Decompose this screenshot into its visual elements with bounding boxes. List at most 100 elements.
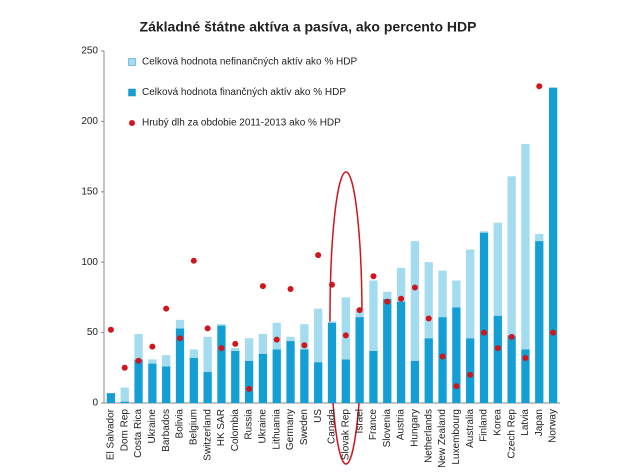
bar-segment: [217, 324, 226, 326]
x-tick-label: Barbados: [161, 409, 172, 452]
x-tick-label: Hungary: [410, 409, 421, 447]
debt-dot: [508, 333, 515, 340]
bar-segment: [452, 307, 461, 403]
x-tick-label: Latvia: [520, 409, 531, 436]
debt-dot: [204, 325, 211, 332]
legend-label: Celková hodnota finančných aktív ako % H…: [142, 87, 346, 98]
debt-dot: [384, 298, 391, 305]
bar-segment: [521, 349, 530, 403]
bar-segment: [548, 87, 558, 403]
x-tick-label: El Salvador: [106, 408, 117, 460]
bar-segment: [369, 350, 378, 403]
bar-segment: [162, 366, 171, 403]
bar-segment: [300, 324, 309, 350]
x-tick-label: Germany: [285, 409, 296, 450]
x-tick-label: Korea: [492, 409, 503, 436]
debt-dot: [439, 353, 446, 360]
x-tick-label: Dom Rep: [119, 409, 130, 452]
x-tick-label: Japan: [534, 409, 545, 436]
bar-segment: [438, 317, 447, 403]
bar-segment: [162, 355, 171, 367]
bar-segment: [286, 341, 295, 403]
x-tick-label: Colombia: [230, 409, 241, 452]
bar-segment: [120, 401, 129, 403]
x-tick-label: Bolivia: [175, 409, 186, 439]
x-tick-label: Switzerland: [202, 409, 213, 461]
x-tick-label: Ukraine: [147, 409, 158, 444]
bar-segment: [231, 350, 240, 403]
bar-segment: [189, 357, 198, 403]
debt-dot: [425, 315, 432, 322]
bar-segment: [396, 301, 406, 403]
bar-segment: [148, 359, 157, 364]
x-tick-label: Belgium: [188, 409, 199, 445]
bar-segment: [189, 349, 198, 358]
x-tick-label: Russia: [244, 409, 255, 440]
bar-segment: [314, 308, 323, 363]
debt-dot: [232, 340, 239, 347]
x-tick-label: Luxembourg: [451, 409, 462, 465]
debt-dot: [453, 383, 460, 390]
bar-segment: [217, 325, 226, 403]
debt-dot: [522, 354, 529, 361]
x-tick-label: Netherlands: [423, 409, 434, 463]
debt-dot: [315, 252, 322, 259]
legend-marker: [128, 88, 136, 97]
legend-marker: [129, 120, 135, 126]
bar-segment: [438, 270, 447, 318]
bar-segment: [493, 315, 502, 403]
bar-segment: [479, 232, 489, 403]
debt-dot: [135, 357, 142, 364]
bar-segment: [424, 262, 433, 339]
debt-dot: [411, 284, 418, 291]
legend-label: Hrubý dlh za obdobie 2011-2013 ako % HDP: [142, 118, 341, 129]
debt-dot: [190, 257, 197, 264]
bar-segment: [327, 321, 337, 323]
bar-segment: [286, 336, 295, 342]
bar-segment: [355, 317, 364, 403]
bar-segment: [507, 335, 516, 403]
debt-dot: [481, 329, 487, 336]
debt-dot: [398, 295, 405, 302]
x-tick-label: Canada: [327, 409, 338, 444]
bar-segment: [535, 241, 544, 403]
x-tick-label: Australia: [465, 409, 476, 448]
debt-dot: [107, 326, 114, 333]
bar-segment: [369, 280, 378, 351]
debt-dot: [149, 343, 156, 350]
bar-segment: [396, 267, 406, 302]
x-tick-label: Finland: [479, 409, 490, 442]
bar-segment: [175, 319, 185, 329]
chart-title: Základné štátne aktíva a pasíva, ako per…: [140, 19, 477, 35]
y-tick-label: 50: [87, 327, 99, 338]
bar-segment: [410, 241, 420, 361]
x-tick-label: US: [313, 409, 324, 423]
debt-dot: [273, 336, 280, 343]
bar-segment: [134, 359, 143, 403]
bar-segment: [314, 362, 323, 403]
x-tick-label: Slovak Rep: [340, 409, 351, 461]
bar-segment: [535, 234, 544, 242]
bar-segment: [493, 222, 502, 316]
x-tick-label: Norway: [548, 409, 559, 443]
x-tick-label: Costa Rica: [133, 409, 144, 458]
x-tick-label: Slovenia: [382, 409, 393, 448]
bar-segment: [231, 348, 240, 351]
bar-segment: [258, 353, 268, 403]
bar-segment: [175, 328, 185, 403]
legend-label: Celková hodnota nefinančných aktív ako %…: [142, 57, 357, 68]
bar-segment: [341, 359, 350, 403]
y-tick-label: 250: [81, 46, 98, 57]
legend-marker: [128, 58, 136, 66]
bar-segment: [134, 334, 143, 360]
bar-segment: [466, 338, 475, 403]
debt-dot: [329, 281, 335, 288]
debt-dot: [163, 305, 170, 312]
debt-dot: [356, 307, 363, 314]
debt-dot: [494, 345, 501, 352]
x-tick-label: Sweden: [299, 409, 310, 445]
bar-segment: [507, 176, 516, 336]
bar-segment: [148, 363, 157, 403]
bar-segment: [383, 298, 392, 403]
